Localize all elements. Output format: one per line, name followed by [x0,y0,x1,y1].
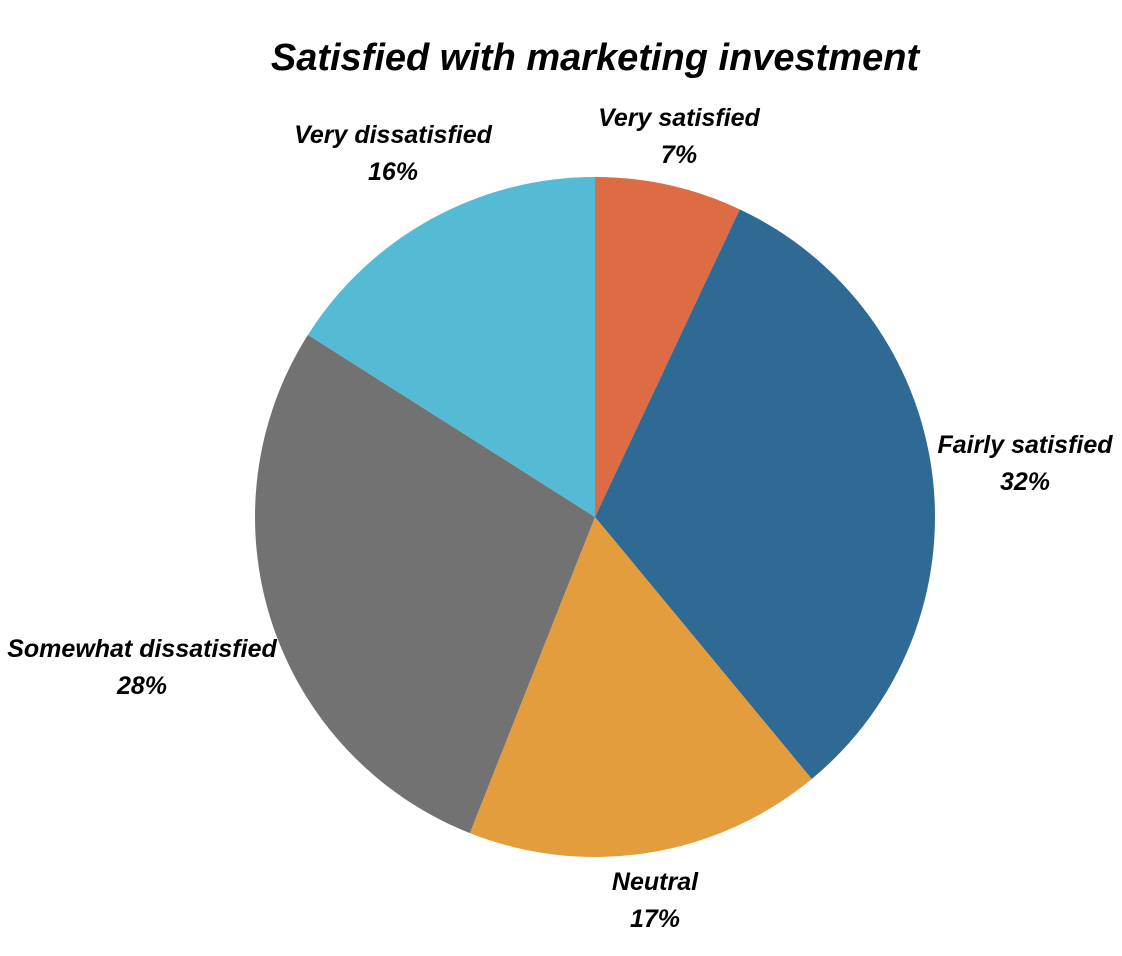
slice-value-neutral: 17% [630,905,680,933]
pie-slice-fairly-satisfied [595,209,935,779]
slice-value-very-dissatisfied: 16% [368,158,418,186]
pie-slices [255,177,935,857]
pie-slice-neutral [469,517,812,857]
slice-labels: Very satisfied 7% Fairly satisfied 32% Neutr… [7,104,1113,933]
slice-label-somewhat-dissatisfied: Somewhat dissatisfied [7,635,277,663]
slice-label-neutral: Neutral [612,868,699,896]
slice-label-very-dissatisfied: Very dissatisfied [294,121,493,149]
pie-slice-very-satisfied [595,177,740,517]
chart-title: Satisfied with marketing investment [271,37,921,79]
pie-slice-somewhat-dissatisfied [255,334,596,834]
slice-value-somewhat-dissatisfied: 28% [116,672,167,700]
slice-value-very-satisfied: 7% [661,141,697,169]
slice-label-fairly-satisfied: Fairly satisfied [937,431,1113,459]
slice-value-fairly-satisfied: 32% [1000,468,1050,496]
pie-slice-very-dissatisfied [307,177,595,517]
slice-label-very-satisfied: Very satisfied [598,104,760,132]
